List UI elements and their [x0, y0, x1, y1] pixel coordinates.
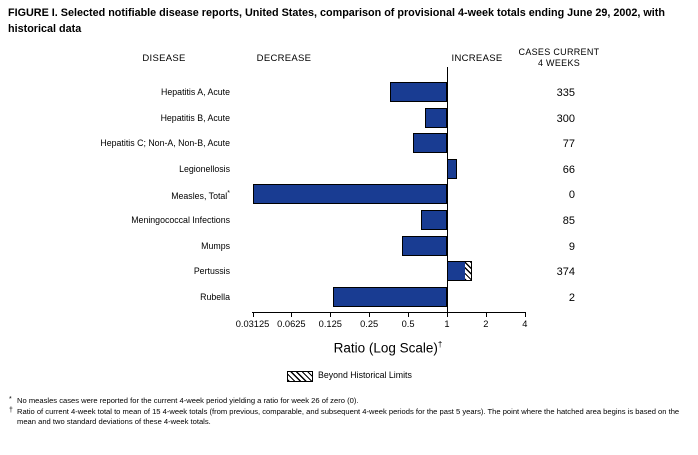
disease-label: Measles, Total* [171, 190, 230, 202]
x-axis-tick-label: 0.5 [401, 319, 415, 329]
ratio-bar [421, 210, 447, 230]
x-axis-tick [524, 312, 526, 317]
column-header-cases-line1: CASES CURRENT [518, 47, 600, 57]
x-axis-tick [408, 312, 410, 317]
ratio-bar [252, 184, 447, 205]
disease-footnote-marker: * [227, 190, 230, 198]
footnotes: * No measles cases were reported for the … [8, 396, 694, 428]
x-axis-line [252, 312, 526, 313]
figure-title: FIGURE I. Selected notifiable disease re… [8, 7, 665, 35]
x-axis-tick [485, 312, 487, 317]
legend-label: Beyond Historical Limits [318, 370, 412, 380]
x-axis-tick [447, 312, 448, 317]
disease-label: Legionellosis [179, 163, 230, 174]
ratio-bar [402, 235, 447, 256]
footnote: * No measles cases were reported for the … [8, 396, 694, 407]
disease-label: Pertussis [193, 266, 230, 277]
disease-label: Hepatitis A, Acute [161, 87, 230, 97]
x-axis-tick-label: 4 [522, 319, 528, 329]
x-axis-tick-label: 2 [483, 319, 489, 329]
cases-current-value: 374 [556, 266, 575, 279]
x-axis-tick [369, 312, 371, 317]
x-axis-tick-label: 0.125 [318, 319, 342, 329]
cases-current-value: 66 [562, 163, 575, 176]
ratio-bar [447, 158, 458, 179]
disease-label: Hepatitis C; Non-A, Non-B, Acute [100, 138, 230, 149]
disease-label: Mumps [201, 240, 230, 251]
cases-current-value: 77 [562, 138, 575, 151]
x-axis-tick-label: 0.25 [360, 319, 379, 329]
footnote-text: Ratio of current 4-week total to mean of… [17, 406, 680, 427]
column-header-disease: DISEASE [142, 53, 186, 64]
legend-hatched-swatch [287, 371, 313, 382]
x-axis-title: Ratio (Log Scale)† [288, 340, 488, 356]
x-axis-title-text: Ratio (Log Scale) [333, 340, 438, 356]
x-axis-title-dagger: † [437, 340, 443, 349]
disease-label: Rubella [200, 291, 230, 302]
column-header-cases: CASES CURRENT 4 WEEKS [503, 47, 615, 70]
cases-current-value: 2 [568, 291, 575, 304]
cases-current-value: 335 [556, 87, 575, 99]
ratio-bar [332, 286, 447, 307]
x-axis-tick [252, 312, 254, 317]
x-axis-tick [330, 312, 332, 317]
column-header-cases-line2: 4 WEEKS [537, 58, 581, 69]
ratio-one-reference-line [447, 67, 448, 313]
ratio-bar [447, 261, 466, 282]
cases-current-value: 85 [562, 215, 575, 227]
ratio-bar [413, 133, 447, 154]
cases-current-value: 300 [556, 112, 575, 125]
ratio-bar [425, 107, 447, 128]
cases-current-value: 9 [568, 240, 575, 253]
ratio-bar [389, 82, 447, 102]
footnote-marker: † [9, 406, 13, 414]
x-axis-tick-label: 1 [444, 319, 450, 329]
disease-label: Hepatitis B, Acute [160, 112, 230, 123]
x-axis-tick-label: 0.03125 [235, 319, 270, 329]
x-axis-tick [291, 312, 293, 317]
column-header-increase: INCREASE [451, 53, 503, 64]
column-header-decrease: DECREASE [256, 53, 312, 64]
footnote-text: No measles cases were reported for the c… [17, 396, 359, 405]
footnote: † Ratio of current 4-week total to mean o… [8, 407, 694, 428]
footnote-marker: * [9, 396, 12, 403]
beyond-historical-limits-segment [464, 261, 472, 282]
x-axis-tick-label: 0.0625 [277, 319, 306, 329]
disease-label: Meningococcal Infections [131, 215, 230, 225]
cases-current-value: 0 [568, 189, 575, 202]
